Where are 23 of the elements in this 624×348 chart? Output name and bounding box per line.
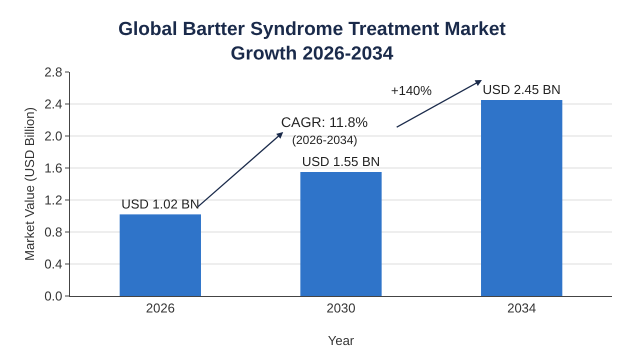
annotation: CAGR: 11.8% xyxy=(281,114,368,130)
y-tick-label: 2.8 xyxy=(44,64,62,80)
bar xyxy=(300,172,382,296)
x-tick-label: 2026 xyxy=(146,300,175,316)
y-tick-label: 2.0 xyxy=(44,128,62,144)
annotation: (2026-2034) xyxy=(292,133,358,147)
bar xyxy=(481,100,562,296)
y-tick-label: 1.2 xyxy=(44,192,62,208)
x-tick-label: 2034 xyxy=(507,300,536,316)
y-tick-label: 0.0 xyxy=(44,288,62,304)
y-tick-label: 0.8 xyxy=(44,224,62,240)
annotation: +140% xyxy=(391,83,432,98)
data-label: USD 1.55 BN xyxy=(302,154,380,169)
bar xyxy=(120,214,201,296)
x-tick-label: 2030 xyxy=(326,300,356,316)
y-axis-title: Market Value (USD Billion) xyxy=(22,107,37,261)
chart-title: Global Bartter Syndrome Treatment Market Growth 2026-2034 xyxy=(118,18,506,64)
y-tick-label: 2.4 xyxy=(44,96,62,112)
data-label: USD 2.45 BN xyxy=(482,82,561,97)
data-label: USD 1.02 BN xyxy=(121,196,200,212)
x-axis-title: Year xyxy=(328,333,355,348)
y-tick-label: 1.6 xyxy=(44,160,62,176)
y-tick-label: 0.4 xyxy=(44,256,62,272)
